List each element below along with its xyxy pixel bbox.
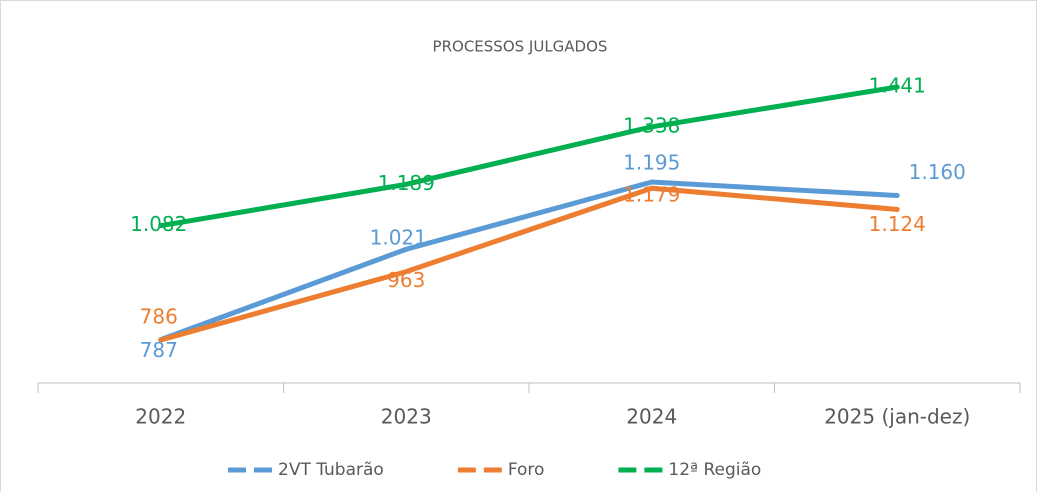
data-label: 1.124 <box>869 212 926 236</box>
data-label: 1.179 <box>623 183 680 207</box>
data-label: 1.195 <box>623 151 680 175</box>
data-label: 1.441 <box>869 74 926 98</box>
data-label: 963 <box>387 268 425 292</box>
x-tick-label: 2024 <box>626 405 677 429</box>
legend-label: 2VT Tubarão <box>278 460 384 480</box>
data-label: 1.021 <box>370 226 427 250</box>
data-label: 786 <box>140 305 178 329</box>
legend-label: Foro <box>508 460 545 480</box>
x-tick-label: 2022 <box>135 405 186 429</box>
data-label: 1.160 <box>909 160 966 184</box>
series-line <box>158 179 900 343</box>
data-label: 787 <box>140 338 178 362</box>
series-line <box>158 84 900 229</box>
legend-label: 12ª Região <box>668 460 761 480</box>
data-label: 1.189 <box>378 171 435 195</box>
data-label: 1.082 <box>130 212 187 236</box>
data-label: 1.338 <box>623 113 680 137</box>
x-tick-label: 2025 (jan-dez) <box>824 405 970 429</box>
series-line <box>158 185 900 343</box>
chart-title: PROCESSOS JULGADOS <box>433 38 608 56</box>
x-tick-label: 2023 <box>381 405 432 429</box>
